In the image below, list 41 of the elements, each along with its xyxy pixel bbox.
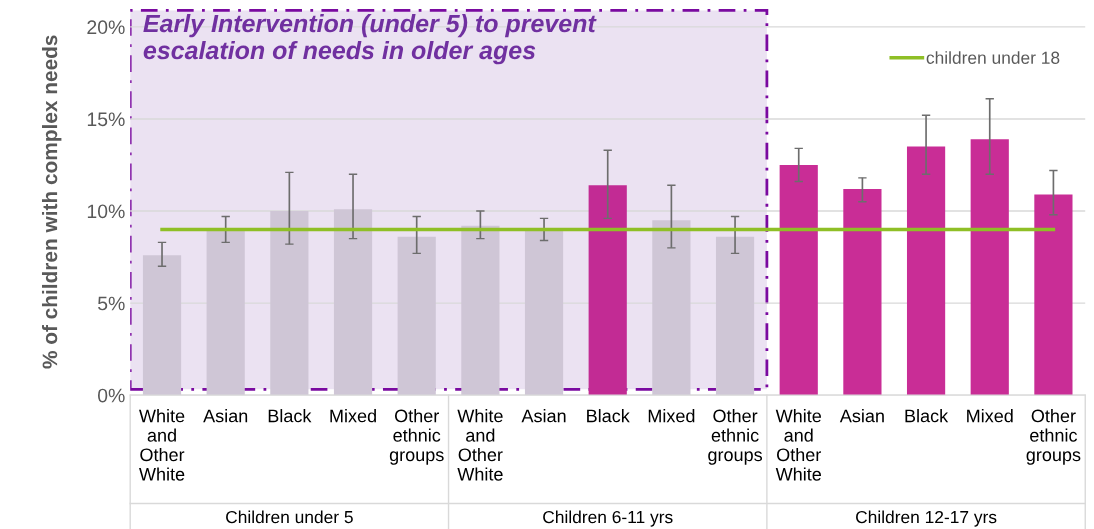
x-tick-label: Black: [268, 409, 312, 423]
annotation: Early Intervention (under 5) to prevent escalation of needs in older ages: [143, 13, 597, 65]
y-tick-label: 10%: [87, 204, 125, 219]
x-tick-label: Other ethnic groups: [708, 409, 763, 465]
bar: [206, 229, 245, 396]
bar: [461, 225, 500, 396]
x-tick-label: Mixed: [648, 409, 695, 423]
y-tick-label: 0%: [97, 388, 125, 403]
x-tick-label: Black: [587, 409, 630, 423]
x-tick-label: Asian: [521, 409, 566, 423]
x-tick-label: Other ethnic groups: [1026, 409, 1081, 465]
bar: [843, 188, 882, 396]
y-tick-label: 5%: [98, 296, 125, 311]
x-tick-label: Asian: [203, 409, 248, 423]
bar: [333, 209, 373, 396]
text: Children under 5: [226, 510, 353, 524]
bar: [1034, 194, 1073, 396]
text: Children 12-17 yrs: [856, 510, 997, 527]
x-tick-label: Asian: [839, 409, 884, 423]
x-tick-label: Mixed: [330, 409, 376, 423]
bar: [270, 211, 309, 396]
bar: [715, 236, 755, 396]
bar: [906, 146, 946, 396]
x-tick-label: Other ethnic groups: [389, 409, 444, 465]
bar: [779, 164, 818, 396]
x-tick-label: White and Other White: [775, 409, 822, 481]
bar: [397, 236, 436, 396]
x-tick-label: Black: [905, 409, 949, 423]
y-tick-label: 20%: [87, 20, 125, 35]
text: Children 6-11 yrs: [543, 510, 673, 527]
x-tick-label: White and Other White: [457, 409, 503, 481]
bar: [588, 185, 627, 396]
bar: [652, 220, 691, 396]
y-axis-title: % of children with complex needs: [41, 35, 62, 369]
x-tick-label: White and Other White: [139, 409, 185, 481]
bar: [970, 139, 1009, 396]
y-tick-label: 15%: [87, 112, 125, 127]
bar: [524, 229, 564, 396]
bar: [142, 255, 182, 396]
x-tick-label: Mixed: [967, 409, 1013, 423]
legend-label: children under 18: [926, 51, 1060, 64]
